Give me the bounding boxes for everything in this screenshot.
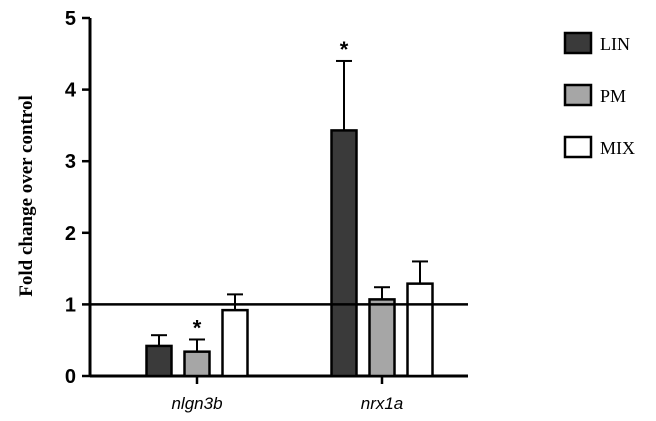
legend-swatch-MIX: [563, 135, 593, 159]
significance-star-LIN-nrx1a: *: [340, 37, 349, 62]
x-tick-label-nlgn3b: nlgn3b: [171, 394, 222, 413]
y-tick-label-1: 1: [65, 294, 76, 316]
plot-area: 0 1 2 3 4 5 nlgn3b nrx1a * *: [65, 8, 468, 413]
legend-swatch-LIN: [563, 31, 593, 55]
legend-label-PM: PM: [600, 86, 626, 106]
bar-MIX-nrx1a: [406, 282, 434, 378]
bar-MIX-nlgn3b: [221, 308, 249, 378]
legend: LIN PM MIX: [563, 31, 635, 159]
legend-label-LIN: LIN: [600, 34, 630, 54]
legend-swatch-PM: [563, 83, 593, 107]
y-tick-label-4: 4: [65, 80, 77, 102]
bar-PM-nrx1a: [368, 298, 396, 378]
y-tick-label-3: 3: [65, 151, 76, 173]
significance-star-PM-nlgn3b: *: [193, 315, 202, 340]
y-tick-label-5: 5: [65, 8, 76, 30]
y-tick-label-0: 0: [65, 366, 76, 388]
y-axis-label: Fold change over control: [16, 95, 37, 296]
x-tick-label-nrx1a: nrx1a: [361, 394, 404, 413]
bar-LIN-nrx1a: [330, 129, 358, 378]
legend-label-MIX: MIX: [600, 138, 635, 158]
y-tick-label-2: 2: [65, 223, 76, 245]
bar-PM-nlgn3b: [183, 350, 211, 378]
bar-LIN-nlgn3b: [145, 344, 173, 378]
